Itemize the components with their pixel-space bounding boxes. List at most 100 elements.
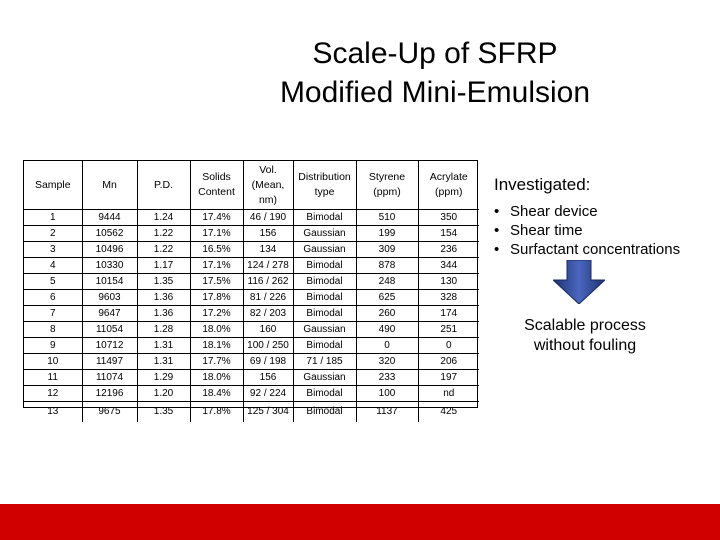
- table-cell: 8: [24, 321, 83, 338]
- list-item: • Shear device: [494, 202, 720, 221]
- table-row: 9 10712 1.31 18.1% 100 / 250 Bimodal 0 0: [24, 337, 479, 354]
- table-cell: 248: [355, 273, 419, 290]
- table-row: 7 9647 1.36 17.2% 82 / 203 Bimodal 260 174: [24, 305, 479, 322]
- table-cell: 12: [24, 385, 83, 402]
- table-cell: 1.31: [136, 353, 191, 370]
- table-cell: 134: [242, 241, 294, 258]
- investigated-item-2: Shear time: [510, 222, 583, 239]
- table-cell: 100 / 250: [242, 337, 294, 354]
- table-cell: 1.36: [136, 305, 191, 322]
- table-cell: Bimodal: [292, 401, 357, 422]
- table-cell: 625: [355, 289, 419, 306]
- table-cell: 7: [24, 305, 83, 322]
- table-cell: Gaussian: [292, 225, 357, 242]
- table-cell: 154: [417, 225, 479, 242]
- table-cell: Gaussian: [292, 321, 357, 338]
- table-cell: 9: [24, 337, 83, 354]
- table-cell: 17.8%: [189, 289, 244, 306]
- table-cell: 10330: [81, 257, 138, 274]
- column-header: Styrene (ppm): [355, 161, 419, 210]
- table-cell: 1.17: [136, 257, 191, 274]
- list-item: • Surfactant concentrations: [494, 240, 720, 259]
- table-cell: 1.24: [136, 209, 191, 226]
- results-table-container: Sample Mn P.D. Solids Content Vol. (Mean, nm…: [23, 160, 479, 422]
- table-cell: 260: [355, 305, 419, 322]
- table-cell: 2: [24, 225, 83, 242]
- table-cell: 46 / 190: [242, 209, 294, 226]
- table-cell: 12196: [81, 385, 138, 402]
- table-cell: 5: [24, 273, 83, 290]
- table-cell: 18.4%: [189, 385, 244, 402]
- column-header: Mn: [81, 161, 138, 210]
- table-cell: 18.0%: [189, 369, 244, 386]
- table-cell: 1.31: [136, 337, 191, 354]
- table-cell: Bimodal: [292, 385, 357, 402]
- table-cell: 9444: [81, 209, 138, 226]
- table-cell: 17.1%: [189, 257, 244, 274]
- table-cell: 1137: [355, 401, 419, 422]
- table-cell: 100: [355, 385, 419, 402]
- table-cell: 328: [417, 289, 479, 306]
- table-cell: 9603: [81, 289, 138, 306]
- table-cell: 17.7%: [189, 353, 244, 370]
- table-cell: nd: [417, 385, 479, 402]
- table-cell: 16.5%: [189, 241, 244, 258]
- column-header: Acrylate (ppm): [417, 161, 479, 210]
- table-cell: 174: [417, 305, 479, 322]
- table-cell: Bimodal: [292, 289, 357, 306]
- table-cell: 18.1%: [189, 337, 244, 354]
- table-cell: 1: [24, 209, 83, 226]
- table-cell: 81 / 226: [242, 289, 294, 306]
- table-cell: 160: [242, 321, 294, 338]
- down-arrow-icon: [553, 260, 605, 304]
- table-cell: 10154: [81, 273, 138, 290]
- table-cell: 1.35: [136, 401, 191, 422]
- table-cell: 233: [355, 369, 419, 386]
- results-table: Sample Mn P.D. Solids Content Vol. (Mean, nm…: [24, 161, 479, 422]
- table-cell: Bimodal: [292, 337, 357, 354]
- table-cell: 10712: [81, 337, 138, 354]
- investigated-list: • Shear device • Shear time • Surfactant co…: [494, 202, 720, 259]
- table-cell: 4: [24, 257, 83, 274]
- slide-title: Scale-Up of SFRP Modified Mini-Emulsion: [200, 34, 670, 112]
- table-cell: 197: [417, 369, 479, 386]
- table-cell: 124 / 278: [242, 257, 294, 274]
- bullet-icon: •: [494, 203, 500, 220]
- table-cell: 10496: [81, 241, 138, 258]
- table-cell: 6: [24, 289, 83, 306]
- investigated-panel: Investigated: • Shear device • Shear time …: [494, 174, 720, 259]
- slide-title-line-1: Scale-Up of SFRP: [312, 37, 558, 70]
- table-cell: 17.2%: [189, 305, 244, 322]
- investigated-item-3: Surfactant concentrations: [510, 241, 681, 258]
- table-cell: 11: [24, 369, 83, 386]
- table-cell: 1.22: [136, 225, 191, 242]
- table-cell: 0: [355, 337, 419, 354]
- table-cell: 10: [24, 353, 83, 370]
- table-cell: 350: [417, 209, 479, 226]
- table-cell: 320: [355, 353, 419, 370]
- list-item: • Shear time: [494, 221, 720, 240]
- bullet-icon: •: [494, 222, 500, 239]
- table-cell: 116 / 262: [242, 273, 294, 290]
- table-cell: 156: [242, 225, 294, 242]
- table-cell: Bimodal: [292, 273, 357, 290]
- column-header: Distribution type: [292, 161, 357, 210]
- table-cell: 1.36: [136, 289, 191, 306]
- table-cell: 878: [355, 257, 419, 274]
- column-header: P.D.: [136, 161, 191, 210]
- table-cell: 425: [417, 401, 479, 422]
- table-row: 10 11497 1.31 17.7% 69 / 198 71 / 185 320 206: [24, 353, 479, 370]
- table-cell: 92 / 224: [242, 385, 294, 402]
- table-cell: 11074: [81, 369, 138, 386]
- slide-title-line-2: Modified Mini-Emulsion: [279, 76, 591, 109]
- table-cell: 9647: [81, 305, 138, 322]
- table-cell: 17.4%: [189, 209, 244, 226]
- table-cell: 125 / 304: [242, 401, 294, 422]
- table-cell: 18.0%: [189, 321, 244, 338]
- table-cell: 1.28: [136, 321, 191, 338]
- table-cell: 17.5%: [189, 273, 244, 290]
- table-row: 4 10330 1.17 17.1% 124 / 278 Bimodal 878 344: [24, 257, 479, 274]
- table-row: 6 9603 1.36 17.8% 81 / 226 Bimodal 625 328: [24, 289, 479, 306]
- table-row: 1 9444 1.24 17.4% 46 / 190 Bimodal 510 350: [24, 209, 479, 226]
